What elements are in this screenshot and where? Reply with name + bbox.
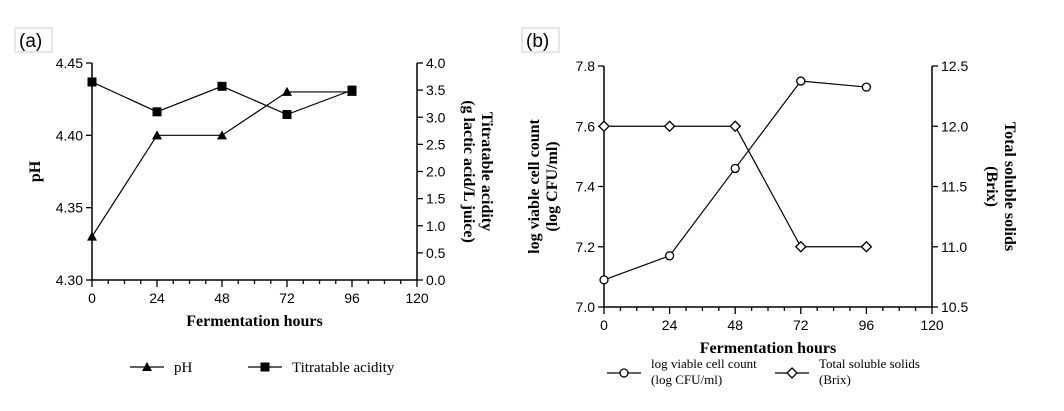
x-tick-label: 0 [600, 317, 608, 333]
y-right-tick-label: 3.5 [426, 82, 446, 98]
series-2-point [598, 120, 610, 133]
series-2-point [217, 81, 227, 91]
series-1-point [599, 275, 609, 285]
y-left-axis-title: pH [27, 160, 44, 182]
legend-label-2: (Brix) [819, 372, 851, 387]
panel-label-box [521, 27, 560, 53]
legend-marker-2 [786, 367, 798, 379]
y-left-axis-title-line: log viable cell count [526, 119, 543, 254]
y-left-tick-label: 4.35 [56, 200, 83, 216]
x-tick-label: 96 [344, 290, 360, 306]
panel-label: (a) [19, 31, 42, 52]
x-tick-label: 72 [279, 290, 295, 306]
series-1-point [861, 82, 872, 92]
x-tick-label: 24 [662, 317, 678, 333]
y-left-axis-title: log viable cell count(log CFU/ml) [526, 119, 561, 254]
y-left-tick-label: 7.8 [576, 58, 596, 74]
series-2-point [663, 120, 676, 133]
y-right-axis-title: Titratable acidity(g lactic acid/L juice… [460, 100, 495, 243]
chart-panel-b: (b) 0 24 48 72 96 120 7.0 7.2 7.4 7.6 7.8 10.5 11.0 11… [521, 27, 1018, 387]
series-1-point [282, 86, 292, 96]
series-2-point [282, 110, 292, 120]
x-tick-label: 96 [859, 317, 875, 333]
x-axis-title: Fermentation hours [186, 313, 322, 330]
y-left-axis-title-line: (log CFU/ml) [544, 141, 561, 231]
series-2-point [347, 85, 357, 95]
y-right-axis-title-line: Total soluble solids [1001, 122, 1018, 251]
y-left-tick-label: 7.2 [576, 239, 596, 255]
y-right-tick-label: 12.0 [941, 118, 968, 134]
y-right-tick-label: 1.0 [426, 218, 446, 234]
legend-label-2: Total soluble solids [819, 356, 920, 371]
legend-marker-2 [260, 362, 270, 372]
y-right-tick-label: 11.0 [941, 239, 967, 255]
series-1-point [152, 130, 162, 140]
y-right-tick-label: 12.5 [941, 58, 968, 74]
x-tick-label: 48 [727, 317, 743, 333]
y-right-tick-label: 3.0 [426, 109, 446, 125]
legend-label-1: log viable cell count [651, 356, 757, 371]
y-right-axis-title-line: (g lactic acid/L juice) [460, 100, 477, 243]
x-tick-label: 48 [214, 290, 230, 306]
y-left-tick-label: 4.45 [56, 55, 83, 71]
y-right-tick-label: 2.5 [426, 136, 446, 152]
y-left-tick-label: 4.30 [56, 272, 83, 288]
x-tick-label: 0 [88, 290, 96, 306]
y-left-axis-title-line: pH [27, 160, 44, 182]
series-1-point [796, 76, 806, 86]
legend-label-2: Titratable acidity [292, 360, 395, 376]
x-tick-label: 72 [793, 317, 809, 333]
y-right-tick-label: 4.0 [426, 55, 446, 71]
series-2-point [87, 77, 97, 87]
series-1-line [91, 91, 352, 237]
y-right-tick-label: 1.5 [426, 191, 446, 207]
y-right-tick-label: 2.0 [426, 164, 446, 180]
chart-panel-a: (a) 0 24 48 72 96 120 4.30 4.35 4.40 4.45 0.0 0.5 1.0… [14, 27, 495, 376]
y-right-tick-label: 0.0 [426, 272, 446, 288]
legend-label-1: (log CFU/ml) [651, 372, 722, 387]
x-tick-label: 24 [149, 290, 165, 306]
x-tick-label: 120 [405, 290, 429, 306]
legend-label-1: pH [174, 360, 193, 376]
y-right-tick-label: 11.5 [941, 179, 967, 195]
y-right-axis-title: Total soluble solids(Brix) [983, 122, 1018, 251]
series-1-point [217, 130, 227, 140]
series-2-point [729, 120, 742, 133]
series-2-point [860, 240, 873, 253]
y-left-tick-label: 7.6 [576, 118, 596, 134]
series-1-point [664, 251, 675, 261]
legend-marker-1 [619, 368, 629, 378]
legend-marker-1 [142, 362, 152, 371]
series-2-point [152, 107, 162, 117]
y-left-tick-label: 7.4 [576, 179, 596, 195]
series-1-point [730, 163, 740, 174]
series-2-point [794, 240, 807, 253]
y-right-tick-label: 10.5 [941, 299, 968, 315]
x-tick-label: 120 [920, 317, 944, 333]
series-2-line [604, 125, 867, 248]
y-right-axis-title-line: Titratable acidity [478, 112, 495, 231]
panel-label: (b) [526, 31, 549, 52]
y-right-tick-label: 0.5 [426, 245, 446, 261]
series-1-line [603, 80, 867, 281]
x-axis-title: Fermentation hours [700, 340, 836, 357]
y-left-tick-label: 7.0 [576, 299, 596, 315]
panel-label-box [14, 27, 53, 53]
series-1-point [87, 231, 97, 241]
y-right-axis-title-line: (Brix) [983, 166, 1000, 207]
y-left-tick-label: 4.40 [56, 127, 83, 143]
